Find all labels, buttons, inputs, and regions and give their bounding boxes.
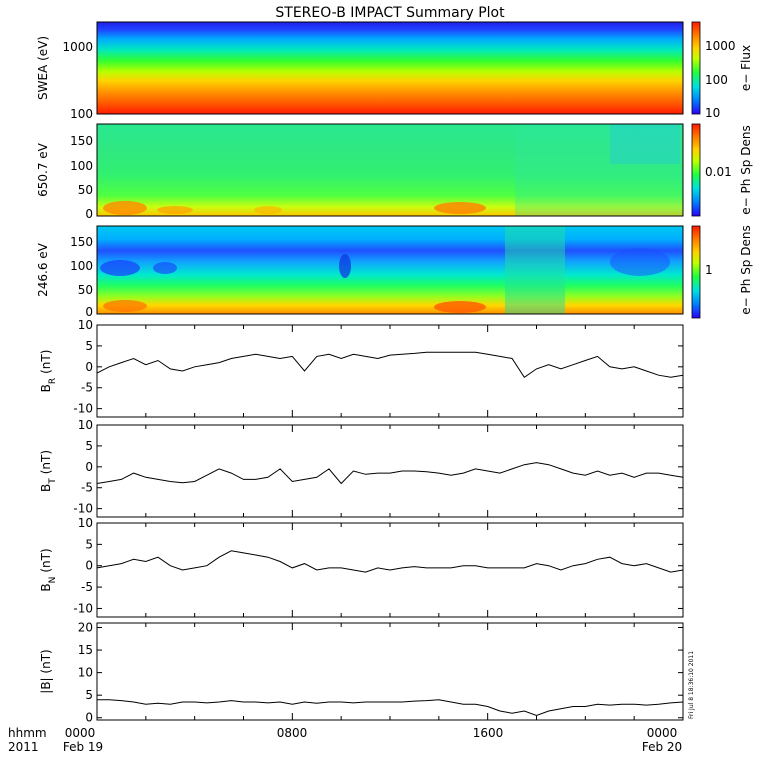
- time-axis-footer: hhmm 2011 0000 0800 1600 0000 Feb 19 Feb…: [8, 651, 695, 754]
- swea-cbar-tick-100: 100: [705, 73, 728, 87]
- bt-frame: [96, 424, 684, 518]
- bmag-ytick-label: 0: [85, 711, 93, 725]
- plot-timestamp: Fri Jul 8 18:36:10 2011: [688, 651, 695, 719]
- bmag-ylabel: |B| (nT): [39, 649, 53, 693]
- bn-ylabel: BN (nT): [39, 548, 58, 591]
- pa246-frame: [96, 225, 684, 315]
- swea-frame: [96, 21, 684, 115]
- swea-cbar-tick-10: 10: [705, 106, 720, 120]
- br-series-line: [96, 351, 684, 379]
- panel-br: 10 5 0 -5 -10 BR (nT): [39, 318, 684, 418]
- pa650-ylabel: 650.7 eV: [36, 142, 50, 197]
- pa246-ytick-50: 50: [78, 283, 93, 297]
- x-tick-0000-start: 0000: [65, 726, 96, 740]
- panel-bmag: 20 15 10 5 0 |B| (nT): [39, 621, 684, 725]
- swea-ylabel: SWEA (eV): [36, 36, 50, 100]
- pa246-cbar-tick: 1: [705, 263, 713, 277]
- bn-series-line: [96, 550, 684, 573]
- bn-ytick-label: -5: [81, 580, 93, 594]
- panel-bt: 10 5 0 -5 -10 BT (nT): [39, 418, 684, 518]
- bt-ylabel-sub: T: [48, 478, 58, 485]
- bt-ylabel-unit: (nT): [39, 450, 53, 474]
- panel-pa-246: 150 100 50 0 246.6 eV 1 e− Ph Sp Dens: [36, 225, 753, 319]
- br-ylabel: BR (nT): [39, 350, 58, 393]
- bn-ytick-label: 10: [78, 516, 93, 530]
- swea-cbar-label: e− Flux: [739, 45, 753, 91]
- bt-ytick-label: 5: [85, 439, 93, 453]
- bt-ylabel: BT (nT): [39, 450, 58, 492]
- pa650-spectrogram: [97, 124, 683, 216]
- bn-ytick-label: 0: [85, 559, 93, 573]
- swea-cbar-tick-1000: 1000: [705, 39, 736, 53]
- pa246-cbar-label: e− Ph Sp Dens: [739, 225, 753, 314]
- footer-year: 2011: [8, 740, 39, 754]
- br-ylabel-sub: R: [48, 378, 58, 384]
- br-frame: [96, 324, 684, 418]
- swea-ytick-1000: 1000: [62, 40, 93, 54]
- pa246-ytick-100: 100: [70, 259, 93, 273]
- br-ytick-label: 10: [78, 318, 93, 332]
- bmag-ytick-label: 20: [78, 621, 93, 635]
- bt-series-line: [96, 462, 684, 485]
- pa246-features: [100, 226, 670, 314]
- pa246-colorbar: [691, 225, 701, 319]
- pa246-ytick-0: 0: [85, 305, 93, 319]
- pa650-cbar-label: e− Ph Sp Dens: [739, 125, 753, 214]
- magnetic-field-panels: 1050-5-10BR(nT)1050-5-10BT(nT)1050-5-10B…: [39, 318, 684, 725]
- pa650-frame: [96, 123, 684, 217]
- bmag-ytick-label: 10: [78, 666, 93, 680]
- pa650-features: [103, 124, 683, 216]
- bt-ytick-label: -5: [81, 481, 93, 495]
- bmag-frame: [96, 622, 684, 721]
- bn-ylabel-main: B: [39, 583, 53, 591]
- bn-ytick-label: 5: [85, 537, 93, 551]
- bt-ylabel-main: B: [39, 484, 53, 492]
- pa246-spectrogram: [97, 226, 683, 314]
- pa650-colorbar: [691, 123, 701, 217]
- pa650-ytick-50: 50: [78, 183, 93, 197]
- bmag-series-line: [97, 699, 684, 717]
- br-ytick-label: 5: [85, 339, 93, 353]
- bn-frame: [96, 522, 684, 618]
- pa246-ylabel: 246.6 eV: [36, 242, 50, 297]
- date-start: Feb 19: [63, 740, 103, 754]
- br-ylabel-main: B: [39, 384, 53, 392]
- br-ytick-label: 0: [85, 360, 93, 374]
- br-ytick-label: -10: [73, 402, 93, 416]
- bn-ytick-label: -10: [73, 601, 93, 615]
- panel-swea: 1000 100 SWEA (eV) 1000 100 10 e− Flux: [36, 21, 753, 121]
- footer-hhmm: hhmm: [8, 726, 47, 740]
- date-end: Feb 20: [642, 740, 682, 754]
- bn-ylabel-sub: N: [48, 577, 58, 584]
- swea-ytick-100: 100: [70, 107, 93, 121]
- bmag-ytick-label: 15: [78, 643, 93, 657]
- x-tick-1600: 1600: [473, 726, 504, 740]
- panel-bn: 10 5 0 -5 -10 BN (nT): [39, 516, 684, 618]
- x-tick-0800: 0800: [277, 726, 308, 740]
- bn-ylabel-unit: (nT): [39, 548, 53, 572]
- panel-pa-650: 150 100 50 0 650.7 eV 0.01 e− Ph Sp Dens: [36, 123, 753, 221]
- pa650-ytick-100: 100: [70, 159, 93, 173]
- x-tick-0000-end: 0000: [647, 726, 678, 740]
- bt-ytick-label: -10: [73, 502, 93, 516]
- pa650-cbar-tick: 0.01: [705, 165, 732, 179]
- swea-spectrogram: [97, 22, 683, 114]
- plot-title: STEREO-B IMPACT Summary Plot: [275, 5, 505, 21]
- br-ytick-label: -5: [81, 381, 93, 395]
- bt-ytick-label: 0: [85, 460, 93, 474]
- bt-ytick-label: 10: [78, 418, 93, 432]
- swea-colorbar: [691, 21, 701, 115]
- pa650-ytick-150: 150: [70, 134, 93, 148]
- br-ylabel-unit: (nT): [39, 350, 53, 374]
- bmag-ytick-label: 5: [85, 688, 93, 702]
- pa650-ytick-0: 0: [85, 207, 93, 221]
- pa246-ytick-150: 150: [70, 235, 93, 249]
